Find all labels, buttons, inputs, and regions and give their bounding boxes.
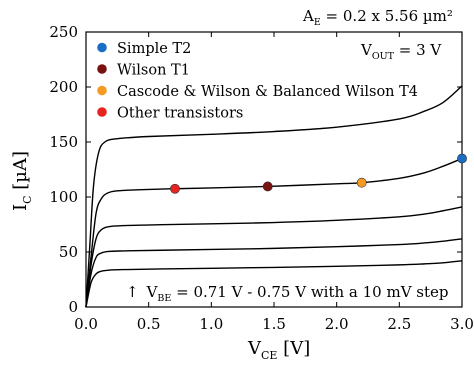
ic-curve-1 <box>85 260 463 308</box>
marker-point-1 <box>457 153 467 164</box>
y-tick-label: 250 <box>49 23 78 41</box>
legend-label: Simple T2 <box>117 41 191 57</box>
ic-curve-5 <box>85 85 463 308</box>
x-tick-label: 1.0 <box>199 315 223 333</box>
y-tick-label: 150 <box>49 133 78 151</box>
x-axis-title: VCE [V] <box>247 338 310 362</box>
x-tick-label: 3.0 <box>450 315 474 333</box>
legend-swatch <box>97 64 107 74</box>
marker-point-4 <box>170 183 180 194</box>
legend-swatch <box>97 42 107 53</box>
vbe-annotation: ↑ VBE = 0.71 V - 0.75 V with a 10 mV step <box>126 283 449 304</box>
ic-curve-3 <box>85 206 463 308</box>
legend-label: Wilson T1 <box>117 63 190 79</box>
legend-label: Other transistors <box>117 106 243 122</box>
y-tick-label: 200 <box>49 78 78 96</box>
annotation-area: AE = 0.2 x 5.56 µm² <box>302 7 453 28</box>
legend-swatch <box>97 85 107 96</box>
legend-label: Cascode & Wilson & Balanced Wilson T4 <box>117 84 418 100</box>
legend: Simple T2 Wilson T1 Cascode & Wilson & Bal… <box>97 41 418 122</box>
x-tick-label: 2.0 <box>325 315 349 333</box>
ic-curve-4 <box>85 157 463 308</box>
emitter-area-annotation: AE = 0.2 x 5.56 µm² <box>302 7 453 28</box>
x-tick-label: 0.5 <box>137 315 161 333</box>
marker-point-2 <box>262 181 273 192</box>
y-tick-label: 0 <box>68 298 78 316</box>
x-tick-label: 2.5 <box>387 315 411 333</box>
x-tick-label: 1.5 <box>262 315 286 333</box>
y-axis-title: IC [µA] <box>10 151 34 211</box>
y-tick-label: 100 <box>49 188 78 206</box>
up-arrow-icon: ↑ <box>126 283 139 301</box>
marker-point-3 <box>356 177 367 188</box>
curves-group <box>85 85 463 308</box>
markers-group <box>170 153 467 194</box>
vout-annotation: VOUT = 3 V <box>360 41 442 62</box>
y-tick-label: 50 <box>59 243 78 261</box>
legend-swatch <box>97 107 107 117</box>
x-tick-label: 0.0 <box>74 315 98 333</box>
axis-ticks: 0.0 0.5 1.0 1.5 2.0 2.5 3.0 0 50 100 150 200 250 <box>49 23 474 333</box>
ic-curve-2 <box>85 238 463 308</box>
